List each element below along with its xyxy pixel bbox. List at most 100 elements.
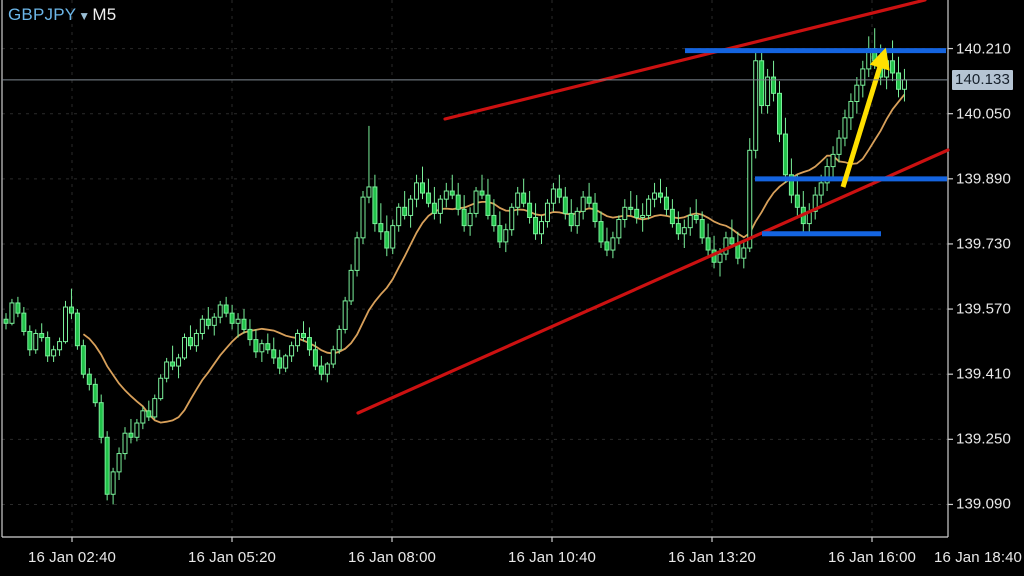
- price-axis-tick: 139.250: [956, 430, 1011, 448]
- candle-body: [616, 219, 622, 239]
- candle-body: [241, 318, 247, 330]
- candle-body: [348, 269, 354, 302]
- candle-body: [342, 300, 348, 330]
- candle-body: [211, 316, 217, 326]
- candle-body: [384, 231, 390, 249]
- candle-body: [646, 198, 652, 216]
- candle-body: [687, 214, 693, 229]
- candle-body: [420, 182, 425, 194]
- time-axis-tick: 16 Jan 05:20: [188, 549, 276, 566]
- time-axis-tick: 16 Jan 13:20: [668, 549, 756, 566]
- candle-body: [836, 137, 842, 155]
- support-resistance-levels[interactable]: [685, 48, 947, 237]
- candle-body: [33, 332, 39, 351]
- candle-body: [354, 237, 360, 271]
- candle-body: [824, 166, 830, 184]
- candle-body: [449, 190, 455, 196]
- trendline-lower[interactable]: [356, 148, 950, 415]
- candle-body: [158, 377, 164, 400]
- candle-body: [777, 92, 782, 135]
- candle-body: [437, 198, 443, 214]
- candle-body: [890, 60, 896, 74]
- candle-body: [229, 312, 235, 324]
- caret-down-icon[interactable]: ▼: [78, 9, 91, 23]
- candle-body: [187, 337, 193, 347]
- price-axis-tick: 139.890: [956, 170, 1011, 188]
- candle-body: [812, 194, 818, 212]
- candle-body: [562, 196, 568, 214]
- candle-body: [663, 196, 669, 210]
- candle-body: [527, 202, 533, 218]
- symbol-header[interactable]: GBPJPY ▼ M5: [8, 5, 116, 25]
- candle-body: [574, 210, 580, 227]
- candle-body: [455, 194, 461, 210]
- candle-body: [176, 357, 182, 367]
- candle-body: [628, 206, 634, 210]
- current-price-tag: 140.133: [952, 69, 1013, 90]
- candle-body: [598, 221, 604, 243]
- candle-body: [402, 206, 408, 216]
- candle-body: [15, 302, 21, 314]
- candle-body: [794, 194, 800, 208]
- candle-body: [283, 355, 289, 369]
- candle-body: [336, 328, 342, 351]
- time-axis-tick: 16 Jan 16:00: [828, 549, 916, 566]
- candle-body: [98, 402, 104, 438]
- candle-body: [652, 192, 658, 200]
- timeframe-label: M5: [92, 5, 117, 24]
- candle-body: [830, 153, 836, 168]
- candle-body: [497, 225, 503, 243]
- candle-body: [634, 208, 640, 218]
- candle-body: [265, 343, 271, 351]
- candle-body: [372, 186, 378, 225]
- candle-body: [854, 84, 860, 102]
- candle-body: [747, 149, 753, 249]
- candle-body: [116, 453, 122, 473]
- candle-body: [312, 349, 318, 367]
- price-axis-tick: 139.730: [956, 235, 1011, 253]
- candle-body: [396, 206, 402, 227]
- time-axis-tick: 16 Jan 18:40: [934, 549, 1022, 566]
- candle-body: [586, 196, 592, 204]
- candle-body: [675, 223, 681, 235]
- signal-arrow-annotation[interactable]: [840, 47, 890, 188]
- chart-frame: [1, 0, 953, 542]
- trendline-upper[interactable]: [443, 0, 927, 121]
- candle-body: [390, 225, 396, 249]
- candle-body: [860, 68, 866, 86]
- candle-body: [306, 337, 312, 351]
- candle-body: [152, 398, 158, 418]
- candle-body: [521, 192, 527, 204]
- candle-body: [86, 373, 92, 385]
- candle-body: [259, 343, 265, 353]
- candle-body: [253, 339, 259, 353]
- candle-body: [735, 243, 741, 259]
- trendline-annotations[interactable]: [356, 0, 950, 415]
- candle-body: [330, 349, 336, 365]
- candle-body: [301, 332, 306, 339]
- candle-body: [699, 219, 705, 239]
- candle-body: [848, 100, 854, 119]
- time-axis-tick: 16 Jan 02:40: [28, 549, 116, 566]
- candle-body: [92, 383, 98, 404]
- candle-body: [610, 237, 616, 251]
- candle-body: [271, 349, 277, 359]
- candle-body: [640, 214, 646, 218]
- candle-body: [681, 227, 687, 235]
- candle-body: [485, 194, 491, 216]
- symbol-name-label: GBPJPY: [8, 5, 77, 24]
- candle-body: [842, 117, 848, 139]
- candle-body: [277, 357, 283, 369]
- candle-body: [318, 365, 324, 375]
- bullish-signal-arrow[interactable]: [840, 47, 890, 188]
- time-axis-tick: 16 Jan 10:40: [508, 549, 596, 566]
- candle-body: [164, 361, 170, 379]
- candle-body: [550, 188, 556, 204]
- price-axis-tick: 139.410: [956, 365, 1011, 383]
- candle-body: [110, 471, 116, 495]
- candle-body: [782, 133, 788, 176]
- candle-body: [378, 223, 384, 233]
- candle-body: [443, 190, 449, 200]
